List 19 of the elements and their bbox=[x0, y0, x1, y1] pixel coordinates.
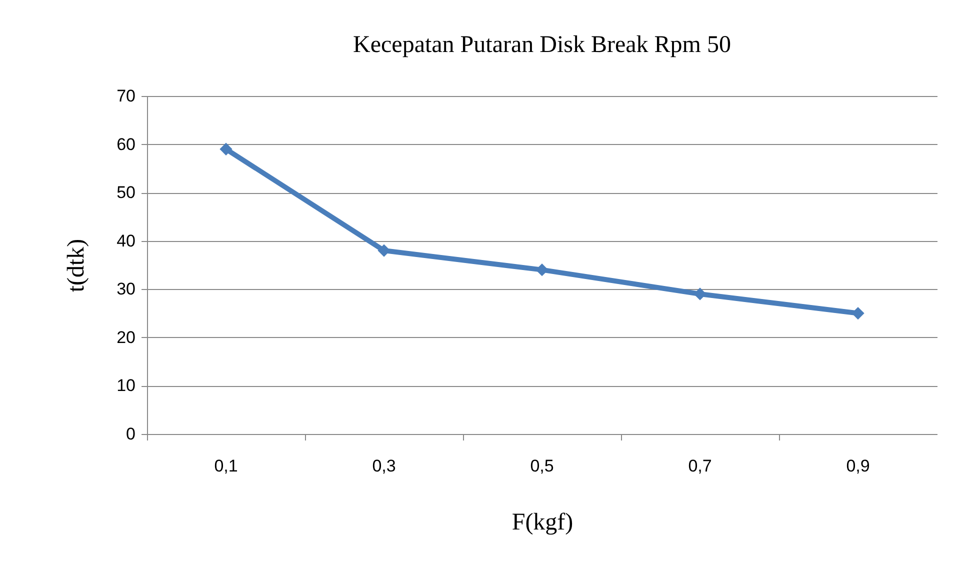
x-tick-label: 0,9 bbox=[846, 456, 870, 476]
x-axis-title: F(kgf) bbox=[512, 510, 574, 536]
y-tick-label: 70 bbox=[116, 86, 136, 106]
x-tick-label: 0,7 bbox=[688, 456, 712, 476]
point bbox=[852, 306, 864, 320]
y-tick-label: 0 bbox=[126, 424, 136, 444]
point bbox=[220, 142, 232, 156]
x-tick-label: 0,3 bbox=[372, 456, 396, 476]
point bbox=[536, 264, 548, 276]
chart-title: Kecepatan Putaran Disk Break Rpm 50 bbox=[353, 32, 731, 58]
y-tick-label: 40 bbox=[116, 231, 136, 250]
y-tick-label: 50 bbox=[116, 183, 136, 202]
y-tick-label: 30 bbox=[116, 280, 136, 299]
y-axis-title: t(dtk) bbox=[64, 238, 90, 292]
y-tick-label: 60 bbox=[116, 134, 136, 154]
y-tick-label: 20 bbox=[116, 328, 136, 347]
x-tick-label: 0,5 bbox=[530, 456, 554, 476]
y-tick-label: 10 bbox=[116, 376, 136, 396]
x-tick-label: 0,1 bbox=[214, 456, 238, 476]
